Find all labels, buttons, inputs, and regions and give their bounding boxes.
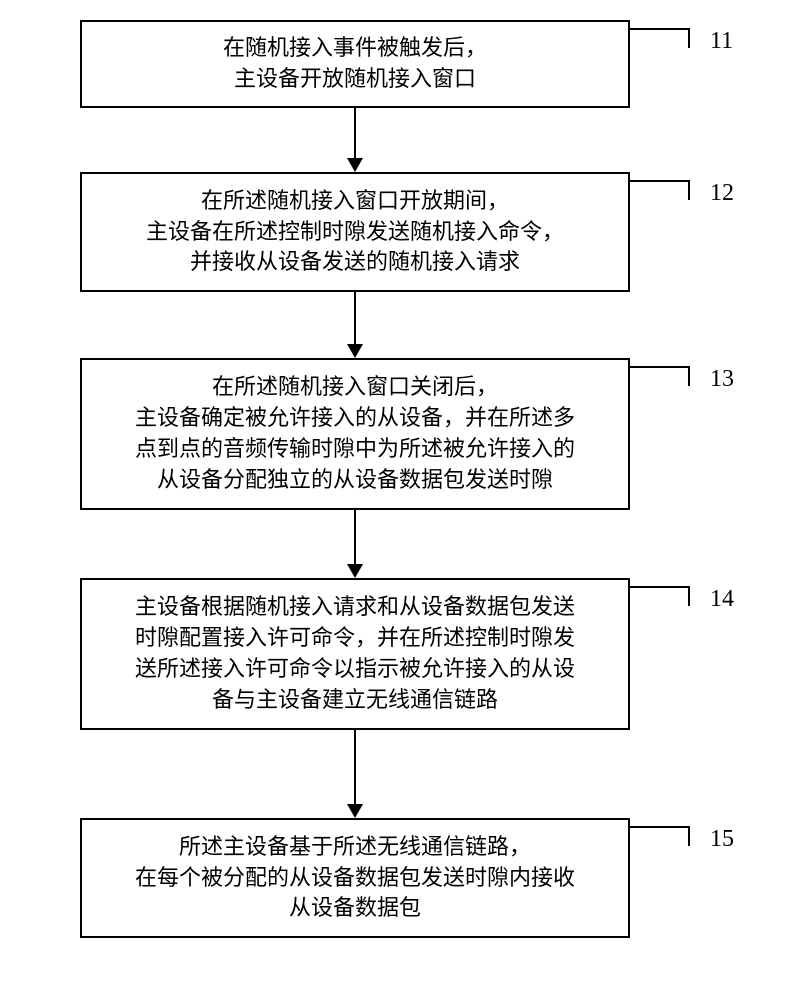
flow-node-label-n1: 11 bbox=[710, 28, 733, 55]
flow-node-label-n4: 14 bbox=[710, 586, 734, 613]
leader-line bbox=[688, 366, 690, 386]
flow-node-label-n3: 13 bbox=[710, 366, 734, 393]
flow-node-n2: 在所述随机接入窗口开放期间，主设备在所述控制时隙发送随机接入命令，并接收从设备发… bbox=[80, 172, 630, 292]
flow-node-n4: 主设备根据随机接入请求和从设备数据包发送时隙配置接入许可命令，并在所述控制时隙发… bbox=[80, 578, 630, 730]
arrow-line-2 bbox=[354, 510, 356, 564]
flowchart-canvas: 在随机接入事件被触发后，主设备开放随机接入窗口 11 在所述随机接入窗口开放期间，主… bbox=[0, 0, 800, 1000]
leader-line bbox=[688, 586, 690, 606]
leader-line bbox=[630, 586, 688, 588]
arrow-head-2 bbox=[347, 564, 363, 578]
leader-line bbox=[688, 180, 690, 200]
flow-node-text: 在所述随机接入窗口关闭后，主设备确定被允许接入的从设备，并在所述多点到点的音频传… bbox=[135, 372, 575, 495]
arrow-line-1 bbox=[354, 292, 356, 344]
arrow-line-3 bbox=[354, 730, 356, 804]
arrow-head-0 bbox=[347, 158, 363, 172]
flow-node-n5: 所述主设备基于所述无线通信链路，在每个被分配的从设备数据包发送时隙内接收从设备数… bbox=[80, 818, 630, 938]
leader-line bbox=[630, 826, 688, 828]
leader-line bbox=[630, 366, 688, 368]
arrow-head-3 bbox=[347, 804, 363, 818]
flow-node-n1: 在随机接入事件被触发后，主设备开放随机接入窗口 bbox=[80, 20, 630, 108]
flow-node-label-n2: 12 bbox=[710, 180, 734, 207]
flow-node-text: 在随机接入事件被触发后，主设备开放随机接入窗口 bbox=[223, 33, 487, 95]
flow-node-n3: 在所述随机接入窗口关闭后，主设备确定被允许接入的从设备，并在所述多点到点的音频传… bbox=[80, 358, 630, 510]
flow-node-text: 主设备根据随机接入请求和从设备数据包发送时隙配置接入许可命令，并在所述控制时隙发… bbox=[135, 592, 575, 715]
arrow-line-0 bbox=[354, 108, 356, 158]
leader-line bbox=[630, 28, 688, 30]
flow-node-label-n5: 15 bbox=[710, 826, 734, 853]
flow-node-text: 所述主设备基于所述无线通信链路，在每个被分配的从设备数据包发送时隙内接收从设备数… bbox=[135, 832, 575, 924]
arrow-head-1 bbox=[347, 344, 363, 358]
leader-line bbox=[630, 180, 688, 182]
leader-line bbox=[688, 826, 690, 846]
leader-line bbox=[688, 28, 690, 48]
flow-node-text: 在所述随机接入窗口开放期间，主设备在所述控制时隙发送随机接入命令，并接收从设备发… bbox=[146, 186, 564, 278]
